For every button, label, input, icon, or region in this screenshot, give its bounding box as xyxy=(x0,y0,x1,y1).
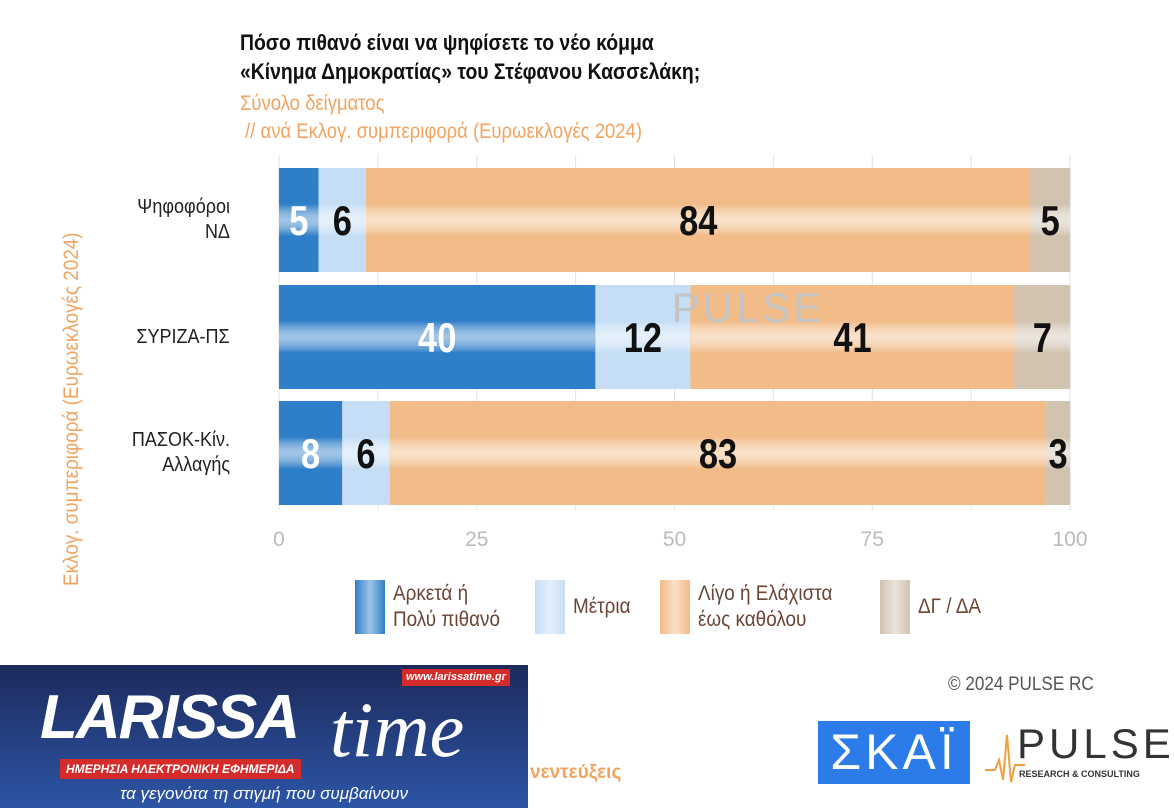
bar-value-label: 5 xyxy=(289,198,308,245)
logo-text: PULSE xyxy=(1017,720,1174,767)
chart-subtitle: Σύνολο δείγματος // ανά Εκλογ. συμπεριφο… xyxy=(240,92,642,143)
skai-logo: ΣΚΑΪ xyxy=(818,721,970,784)
bar-segment-shade xyxy=(389,413,1047,493)
bar-segment-shade xyxy=(279,180,319,260)
x-tick-label: 50 xyxy=(663,528,686,551)
bar-segment-shade xyxy=(1046,413,1070,493)
copyright: © 2024 PULSE RC xyxy=(948,674,1094,695)
bar-segment-shade xyxy=(342,413,390,493)
logo-url: www.larissatime.gr xyxy=(402,669,510,686)
pulse-logo: PULSE RESEARCH & CONSULTING xyxy=(985,720,1171,785)
bar-value-label: 7 xyxy=(1033,315,1052,362)
bar-segment-shade xyxy=(318,180,367,260)
bar-segment-shade xyxy=(366,180,1031,260)
legend-swatch xyxy=(660,580,690,634)
category-label: ΠΑΣΟΚ-Κίν. Αλλαγής xyxy=(132,428,230,478)
bar-segment-shade xyxy=(1014,297,1070,377)
category-label-line: Αλλαγής xyxy=(162,454,230,476)
pulse-wave-icon xyxy=(985,734,1025,783)
bar-value-label: 6 xyxy=(333,198,352,245)
legend-label: ΔΓ / ΔΑ xyxy=(918,595,981,618)
legend-item: Λίγο ή Ελάχιστα έως καθόλου xyxy=(660,580,847,634)
legend-swatch xyxy=(880,580,910,634)
logo-text: RESEARCH & CONSULTING xyxy=(1019,769,1140,779)
category-label-line: ΣΥΡΙΖΑ-ΠΣ xyxy=(136,325,230,348)
chart-title: Πόσο πιθανό είναι να ψηφίσετε το νέο κόμ… xyxy=(240,28,700,86)
bar-value-label: 12 xyxy=(624,315,662,362)
bar-value-label: 8 xyxy=(301,431,320,478)
logo-text: ΗΜΕΡΗΣΙΑ ΗΛΕΚΤΡΟΝΙΚΗ ΕΦΗΜΕΡΙΔΑ xyxy=(60,759,301,779)
bar-value-label: 41 xyxy=(833,315,871,362)
category-label-line: ΝΔ xyxy=(204,221,230,243)
category-label-line: ΠΑΣΟΚ-Κίν. xyxy=(131,429,230,451)
bar-value-label: 5 xyxy=(1041,198,1060,245)
watermark: PULSE xyxy=(672,284,825,331)
bar-segment-shade xyxy=(1030,180,1070,260)
logo-tagline: τα γεγονότα τη στιγμή που συμβαίνουν xyxy=(119,784,409,803)
title-line: Πόσο πιθανό είναι να ψηφίσετε το νέο κόμ… xyxy=(240,30,654,55)
x-tick-label: 0 xyxy=(273,528,285,551)
bar-segment-shade xyxy=(279,297,596,377)
bar-value-label: 6 xyxy=(356,431,375,478)
category-label-line: Ψηφοφόροι xyxy=(137,196,230,218)
bar-segment-shade xyxy=(690,297,1015,377)
bar-value-label: 84 xyxy=(679,198,718,245)
bar-value-label: 40 xyxy=(418,315,456,362)
category-label: ΣΥΡΙΖΑ-ΠΣ xyxy=(137,325,230,350)
text-fragment: νεντεύξεις xyxy=(530,762,622,783)
logo-text: LARISSA xyxy=(40,683,300,752)
title-line: «Κίνημα Δημοκρατίας» του Στέφανου Κασσελ… xyxy=(240,59,701,84)
category-label: Ψηφοφόροι ΝΔ xyxy=(137,195,230,245)
x-tick-label: 75 xyxy=(861,528,884,551)
x-tick-label: 25 xyxy=(465,528,488,551)
legend-label: Μέτρια xyxy=(573,595,631,618)
legend-swatch xyxy=(355,580,385,634)
stacked-bar-chart: 5 6 84 540 12 41 78 6 83 30 25 50 75 100 PULSE xyxy=(273,155,1088,551)
x-tick-label: 100 xyxy=(1052,528,1087,551)
legend-item: Μέτρια xyxy=(535,580,637,634)
bar-value-label: 3 xyxy=(1049,431,1068,478)
larissatime-logo: LARISSA time www.larissatime.gr ΗΜΕΡΗΣΙΑ… xyxy=(0,665,528,808)
logo-text: time xyxy=(330,686,465,773)
legend-label: Αρκετά ή Πολύ πιθανό xyxy=(393,582,501,631)
bar-value-label: 83 xyxy=(699,431,737,478)
legend-item: Αρκετά ή Πολύ πιθανό xyxy=(355,580,512,634)
legend-label: Λίγο ή Ελάχιστα έως καθόλου xyxy=(698,582,833,631)
legend-swatch xyxy=(535,580,565,634)
bar-segment-shade xyxy=(595,297,691,377)
bar-segment-shade xyxy=(279,413,343,493)
legend-item: ΔΓ / ΔΑ xyxy=(880,580,988,634)
